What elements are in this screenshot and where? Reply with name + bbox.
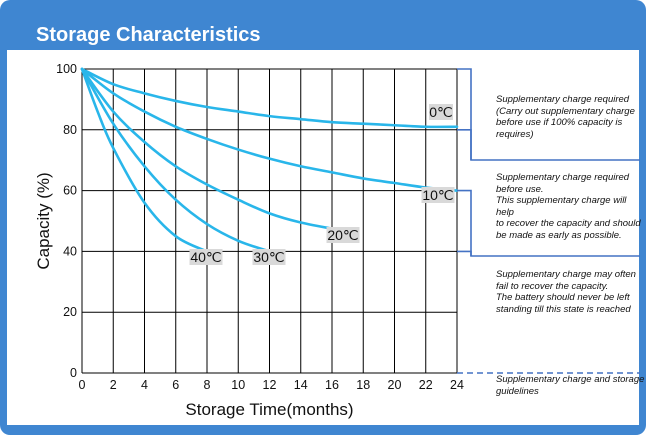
series-label-box-0 — [429, 104, 453, 120]
x-tick-label-2: 4 — [141, 378, 148, 392]
x-tick-label-4: 8 — [204, 378, 211, 392]
x-tick-label-12: 24 — [450, 378, 464, 392]
x-tick-label-5: 10 — [231, 378, 245, 392]
x-axis-title: Storage Time(months) — [185, 400, 353, 419]
series-label-0: 0℃ — [429, 104, 453, 120]
series-label-box-3 — [252, 249, 286, 265]
zone-bracket-2 — [457, 189, 640, 257]
panel-title: Storage Characteristics — [36, 24, 261, 46]
x-tick-label-11: 22 — [419, 378, 433, 392]
series-line-3 — [80, 67, 271, 253]
zone-bracket-1 — [457, 129, 472, 160]
series-label-box-1 — [421, 187, 455, 203]
series-line-2 — [80, 67, 342, 232]
y-tick-label-3: 60 — [63, 184, 77, 198]
y-tick-label-2: 40 — [63, 244, 77, 258]
x-tick-label-7: 14 — [294, 378, 308, 392]
series-label-1: 10℃ — [422, 187, 453, 203]
x-tick-label-9: 18 — [356, 378, 370, 392]
x-tick-label-6: 12 — [263, 378, 277, 392]
series-label-2: 20℃ — [327, 227, 358, 243]
series-line-4 — [80, 67, 209, 253]
y-axis-title: Capacity (%) — [34, 172, 53, 269]
y-tick-label-0: 0 — [70, 366, 77, 380]
series-line-0 — [80, 67, 459, 129]
y-tick-label-5: 100 — [56, 62, 77, 76]
y-tick-label-1: 20 — [63, 305, 77, 319]
x-tick-label-0: 0 — [79, 378, 86, 392]
annotation-1: Supplementary charge required before use… — [496, 172, 641, 241]
annotation-0: Supplementary charge required (Carry out… — [496, 94, 635, 140]
y-tick-label-4: 80 — [63, 123, 77, 137]
x-tick-label-10: 20 — [388, 378, 402, 392]
annotation-3: Supplementary charge and storage guideli… — [496, 374, 645, 397]
series-label-4: 40℃ — [190, 249, 221, 265]
x-tick-label-1: 2 — [110, 378, 117, 392]
x-tick-label-8: 16 — [325, 378, 339, 392]
series-label-3: 30℃ — [253, 249, 284, 265]
series-line-1 — [80, 67, 459, 192]
chart-area — [7, 50, 639, 425]
zone-bracket-3 — [457, 250, 472, 256]
series-label-box-4 — [189, 249, 223, 265]
x-tick-label-3: 6 — [172, 378, 179, 392]
series-label-box-2 — [326, 227, 360, 243]
zone-bracket-0 — [457, 68, 640, 161]
annotation-2: Supplementary charge may often fail to r… — [496, 269, 636, 315]
